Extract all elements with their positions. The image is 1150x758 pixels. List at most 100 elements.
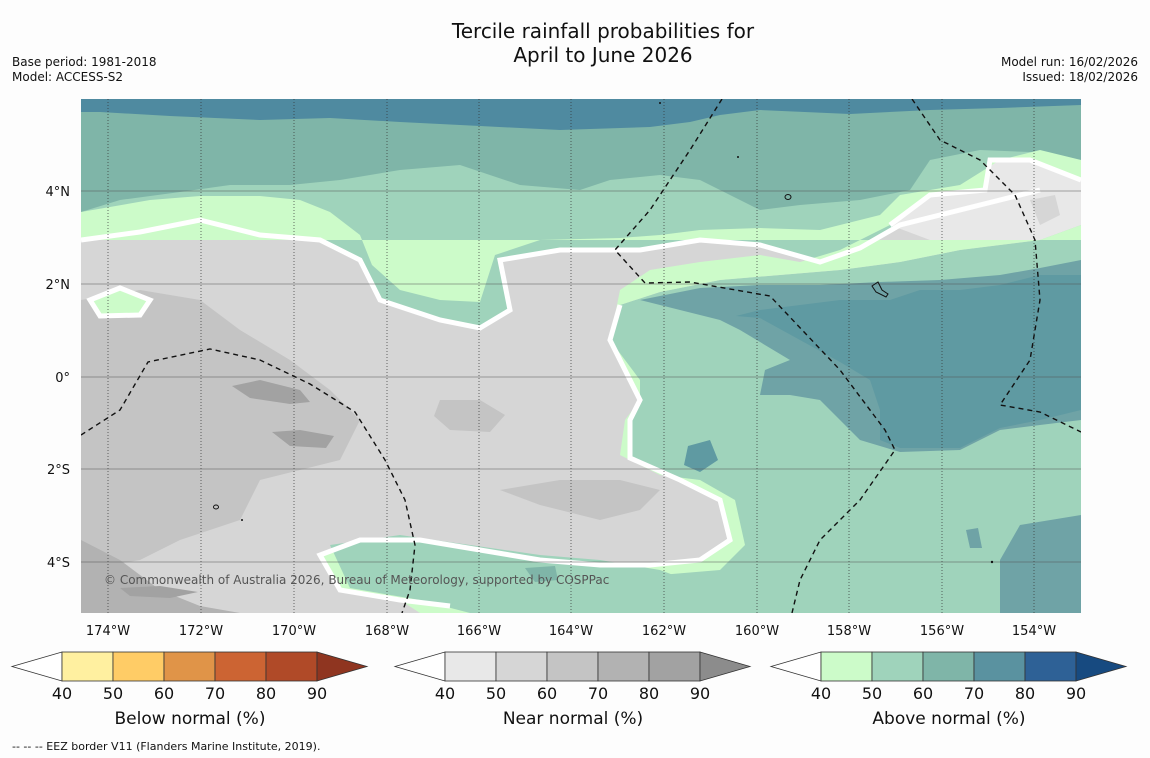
colorbar-tick-label: 80 [1015, 684, 1035, 703]
parallels [81, 190, 1081, 563]
contour-white-east [888, 157, 1081, 227]
colorbar-tick-label: 40 [52, 684, 72, 703]
colorbar-tick-label: 50 [103, 684, 123, 703]
title-line-1: Tercile rainfall probabilities for [451, 19, 755, 43]
colorbar-extend-low [769, 651, 822, 682]
colorbar-segment [265, 651, 318, 682]
colorbar-tick-label: 90 [1066, 684, 1086, 703]
colorbar-segment [214, 651, 267, 682]
colorbar-segment [444, 651, 497, 682]
colorbar-tick-label: 70 [588, 684, 608, 703]
field-near-70 [81, 540, 240, 613]
colorbar-tick-label: 60 [913, 684, 933, 703]
lon-label: 164°W [549, 624, 593, 639]
colorbar-label-above: Above normal (%) [872, 709, 1026, 729]
field-above-60 [81, 99, 1081, 212]
colorbar-segment [1024, 651, 1077, 682]
colorbar-extend-high [316, 651, 369, 682]
field-above-40 [81, 150, 1081, 613]
colorbar-extend-low [393, 651, 446, 682]
colorbar-extend-high [1075, 651, 1128, 682]
colorbar-tick-label: 60 [537, 684, 557, 703]
field-near-80a [232, 380, 310, 404]
colorbar-label-below: Below normal (%) [114, 709, 266, 729]
colorbar-tick-label: 80 [256, 684, 276, 703]
meta-left: Base period: 1981-2018 Model: ACCESS-S2 [12, 55, 157, 85]
colorbar-segment [546, 651, 599, 682]
colorbar-segment [112, 651, 165, 682]
island [213, 504, 219, 510]
colorbar-2: 40 50 60 70 80 90 [769, 651, 1128, 703]
islet [241, 519, 243, 521]
colorbar-segment [495, 651, 548, 682]
colorbar-tick-label: 90 [307, 684, 327, 703]
field-near-40-right [890, 160, 1081, 240]
lat-label: 4°N [46, 185, 71, 200]
lon-label: 172°W [179, 624, 223, 639]
copyright-notice: © Commonwealth of Australia 2026, Bureau… [104, 573, 609, 587]
colorbar-segment [648, 651, 701, 682]
colorbar-segment [597, 651, 650, 682]
lon-label: 154°W [1012, 624, 1056, 639]
lon-label: 168°W [365, 624, 409, 639]
eez-border-east [911, 99, 1081, 433]
contour-white-island [86, 285, 154, 319]
islet [659, 102, 661, 104]
colorbar-tick-label: 80 [639, 684, 659, 703]
colorbar-tick-label: 90 [690, 684, 710, 703]
lat-label: 2°S [47, 463, 70, 478]
colorbar-extend-low [10, 651, 63, 682]
colorbar-label-near: Near normal (%) [502, 709, 644, 729]
lon-label: 162°W [642, 624, 686, 639]
lon-axis-labels: 174°W 172°W 170°W 168°W 166°W 164°W 162°… [86, 624, 1056, 639]
islet [737, 156, 739, 158]
lon-label: 158°W [827, 624, 871, 639]
colorbar-tick-label: 50 [486, 684, 506, 703]
field-above-70-spot [684, 440, 718, 472]
colorbar-tick-label: 40 [811, 684, 831, 703]
issued-date: Issued: 18/02/2026 [1022, 70, 1138, 84]
island [784, 194, 792, 200]
field-above-50-south [330, 535, 820, 613]
colorbars: 40 50 60 70 80 90 40 50 60 70 80 90 40 50 60 70 80 90 [10, 651, 1128, 703]
field-above-60-south [525, 566, 558, 582]
title-line-2: April to June 2026 [513, 43, 693, 67]
field-above-70 [81, 99, 1081, 130]
field-near-60c [500, 480, 660, 520]
eez-border-central [614, 99, 896, 613]
field-above-70-east [736, 275, 1081, 448]
map-title: Tercile rainfall probabilities for April… [0, 19, 1150, 67]
colorbar-1: 40 50 60 70 80 90 [393, 651, 752, 703]
colorbar-segment [973, 651, 1026, 682]
lon-label: 174°W [86, 624, 130, 639]
lat-label: 0° [55, 371, 70, 386]
colorbar-segment [820, 651, 873, 682]
field-near-50-right [1030, 195, 1060, 225]
contour-white-north [81, 187, 1041, 331]
lat-label: 4°S [47, 556, 70, 571]
colorbar-extend-high [699, 651, 752, 682]
colorbar-tick-label: 70 [964, 684, 984, 703]
field-near-60b [434, 400, 505, 432]
field-near-80b [272, 430, 334, 448]
base-period: Base period: 1981-2018 [12, 55, 157, 69]
colorbar-tick-label: 40 [435, 684, 455, 703]
colorbar-segment [163, 651, 216, 682]
colorbar-segment [61, 651, 114, 682]
colorbar-segment [871, 651, 924, 682]
colorbar-tick-label: 50 [862, 684, 882, 703]
contour-white-south [316, 304, 733, 609]
lat-label: 2°N [46, 278, 71, 293]
colorbar-segment [922, 651, 975, 682]
field-near-80c [120, 586, 198, 598]
model-name: Model: ACCESS-S2 [12, 70, 124, 84]
field-near-60 [81, 290, 360, 570]
meta-right: Model run: 16/02/2026 Issued: 18/02/2026 [1001, 55, 1138, 85]
colorbar-tick-label: 70 [205, 684, 225, 703]
eez-border-west [81, 348, 416, 613]
island [871, 281, 889, 298]
lat-axis-labels: 4°N 2°N 0° 2°S 4°S [46, 185, 71, 571]
lon-label: 166°W [457, 624, 501, 639]
eez-borders [81, 99, 1081, 613]
